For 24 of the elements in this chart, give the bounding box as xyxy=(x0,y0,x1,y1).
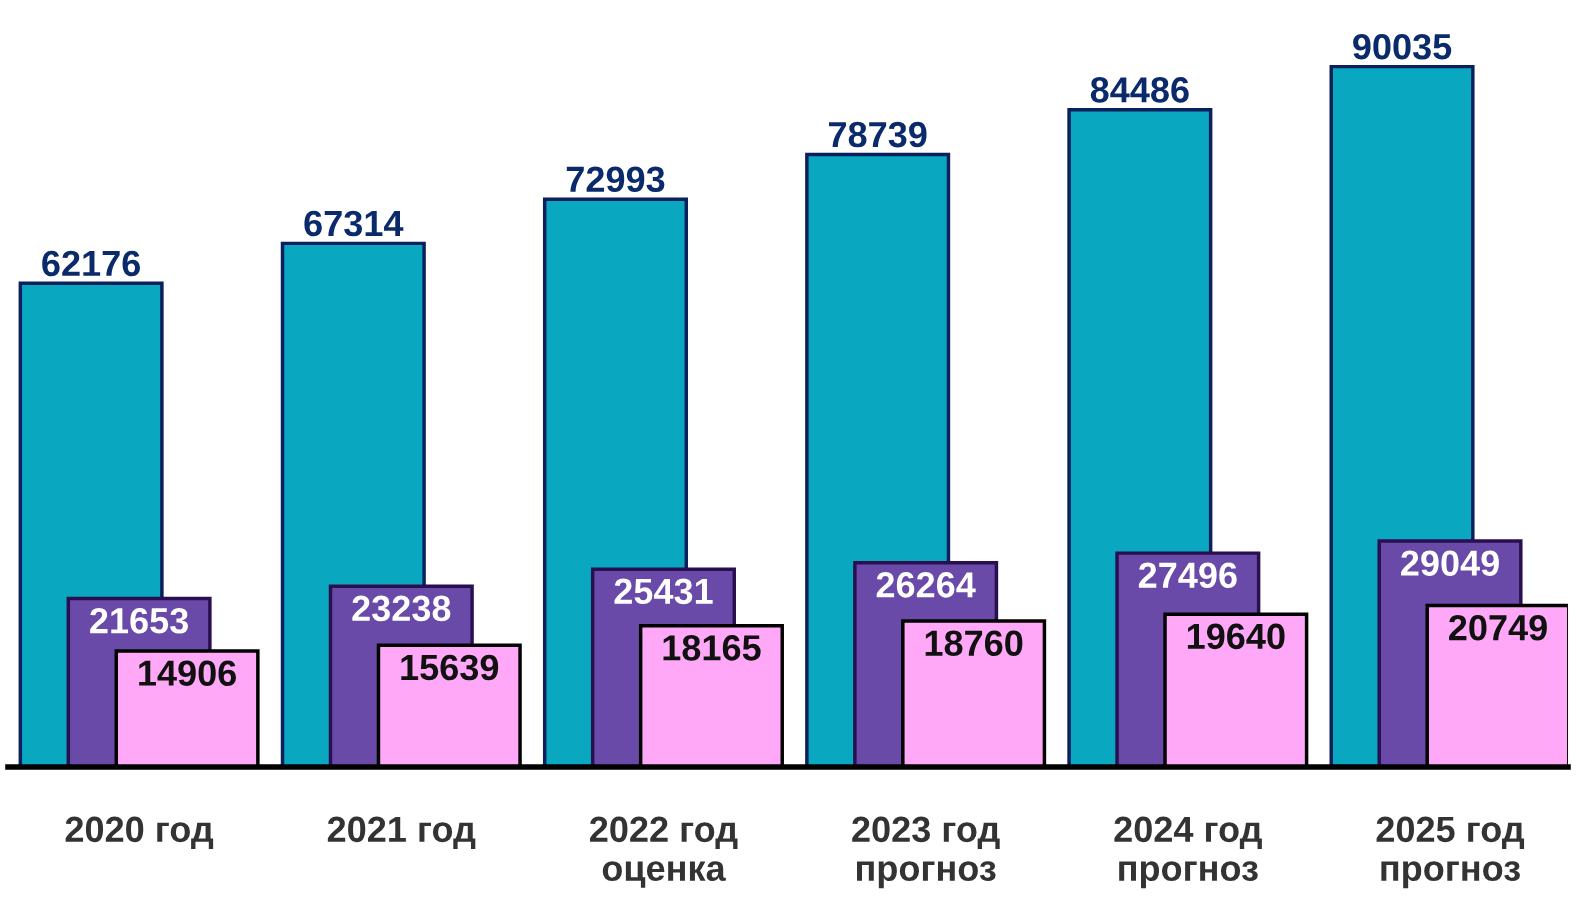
data-label: 78739 xyxy=(829,121,927,148)
x-tick-label: 2021 год xyxy=(327,816,476,849)
data-label: 18760 xyxy=(925,630,1023,656)
data-label: 26264 xyxy=(876,572,976,598)
data-label: 84486 xyxy=(1090,77,1189,103)
x-tick-label: 2024 год прогноз xyxy=(1114,816,1262,889)
data-label: 62176 xyxy=(42,250,141,277)
data-label: 23238 xyxy=(352,595,451,622)
data-label: 27496 xyxy=(1138,562,1237,589)
x-tick-label: 2023 год прогноз xyxy=(852,816,1000,889)
data-label: 15639 xyxy=(401,654,499,681)
data-label: 29049 xyxy=(1401,550,1499,576)
data-label: 14906 xyxy=(139,660,236,686)
data-label: 21653 xyxy=(90,607,188,634)
data-label: 19640 xyxy=(1187,623,1285,650)
data-label: 67314 xyxy=(304,210,404,237)
data-label: 72993 xyxy=(566,166,665,193)
x-tick-label: 2022 год оценка xyxy=(590,816,738,888)
data-label: 20749 xyxy=(1449,614,1547,641)
data-label: 25431 xyxy=(614,578,713,605)
x-tick-label: 2020 год xyxy=(65,816,214,849)
data-label: 90035 xyxy=(1353,33,1452,60)
data-label: 18165 xyxy=(663,635,761,661)
x-tick-label: 2025 год прогноз xyxy=(1376,816,1525,889)
